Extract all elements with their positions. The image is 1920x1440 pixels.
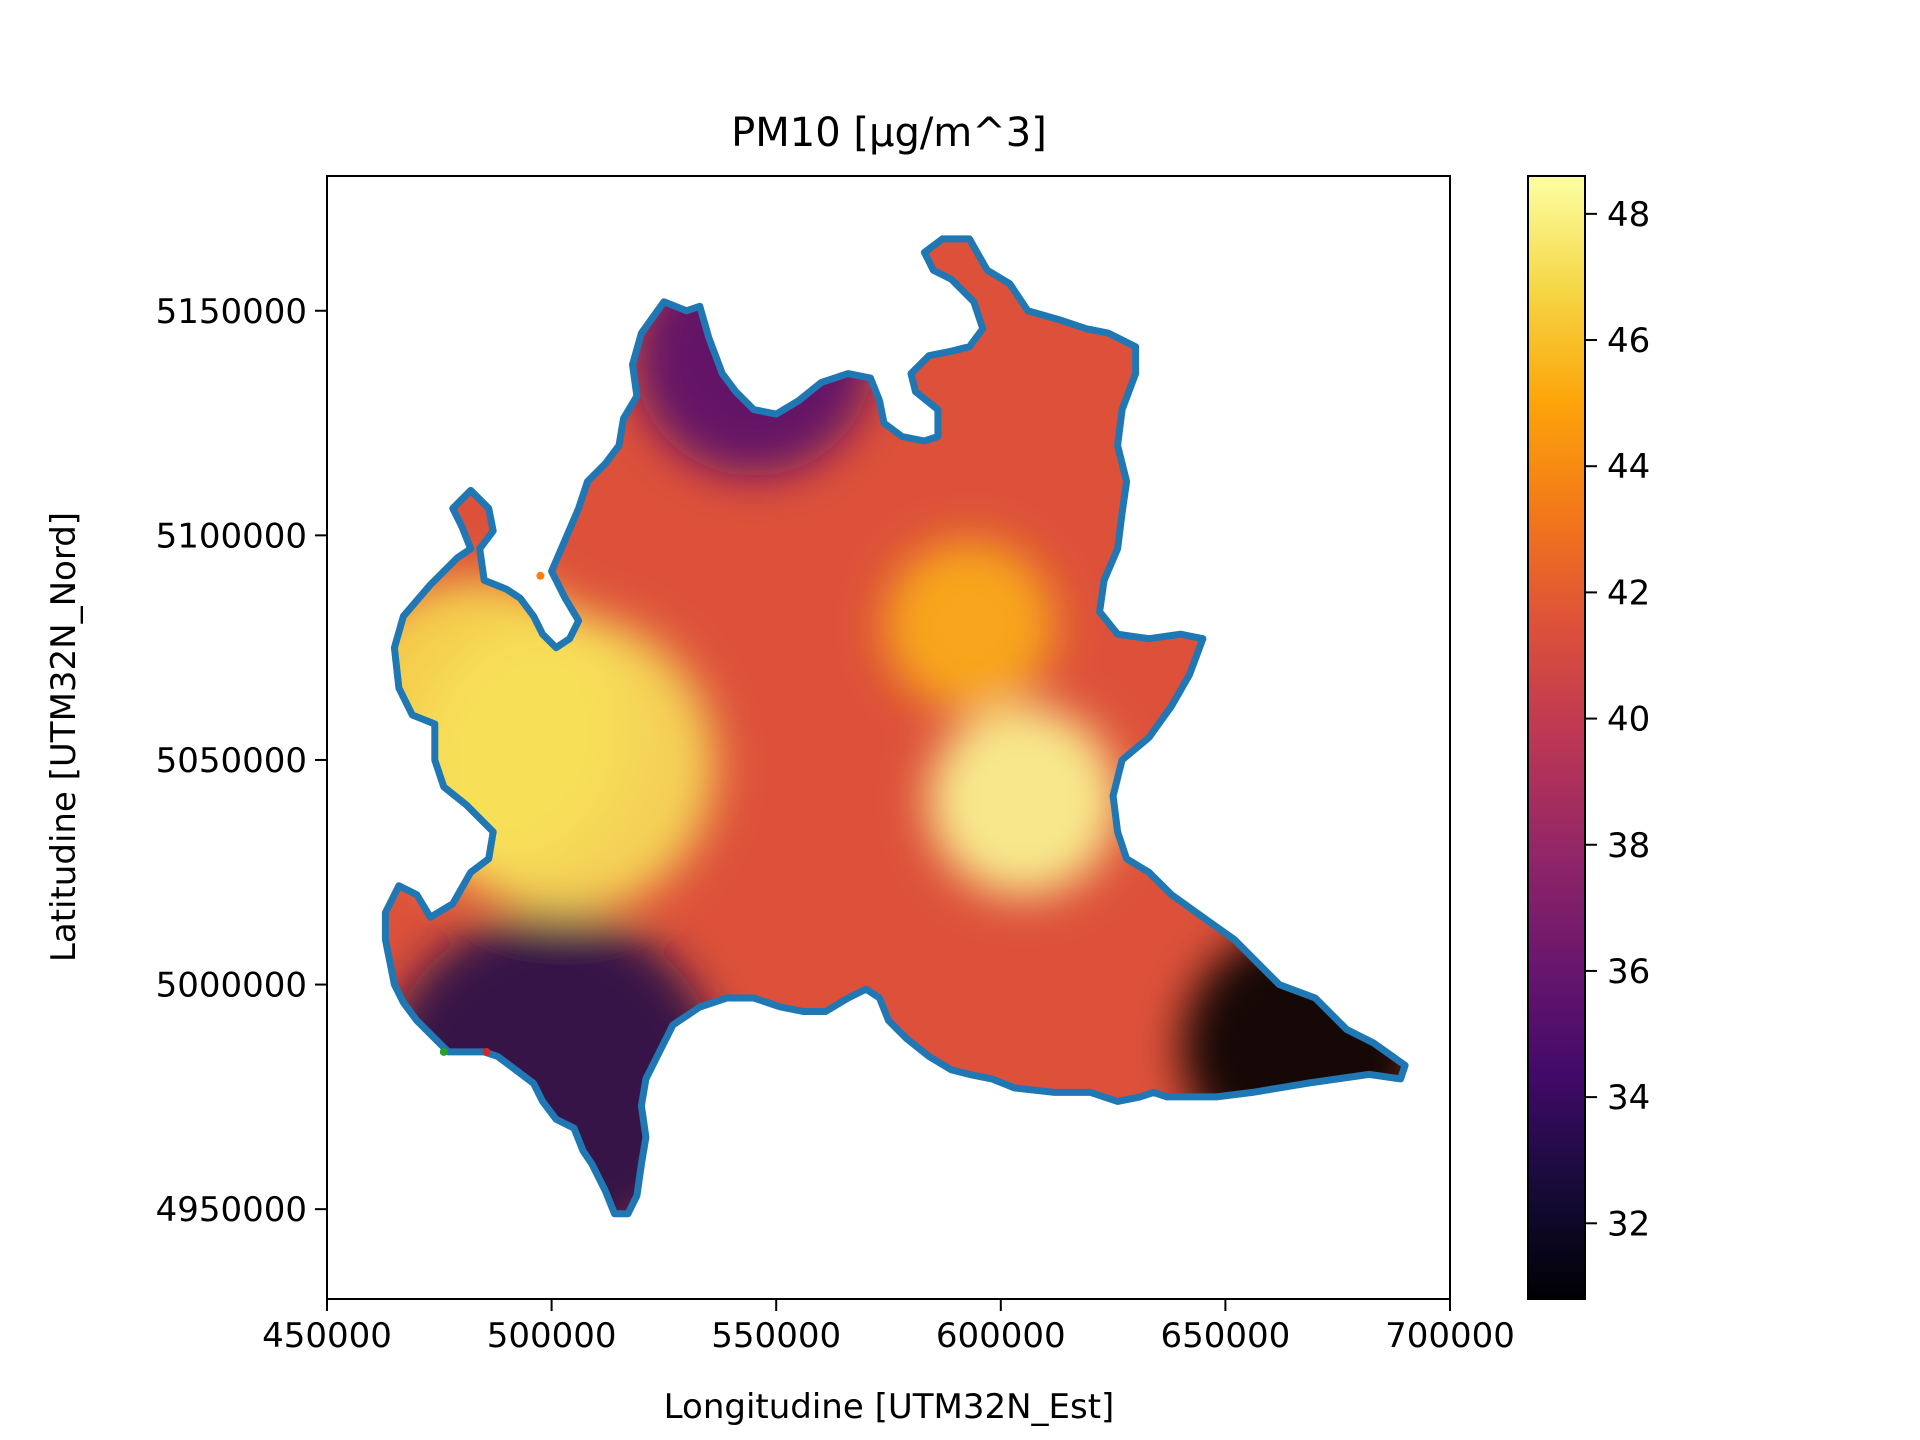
plot-frame — [326, 175, 1451, 1300]
point-marker — [439, 1047, 448, 1056]
y-tick-label: 5100000 — [156, 516, 307, 556]
x-tick-label: 650000 — [1161, 1316, 1291, 1356]
x-tick-label: 550000 — [711, 1316, 841, 1356]
x-axis-ticks: 450000 500000 550000 600000 650000 700000 — [262, 1299, 1515, 1356]
heatmap-hotspot — [884, 540, 1055, 711]
x-tick-label: 450000 — [262, 1316, 392, 1356]
colorbar-tick-label: 40 — [1607, 700, 1650, 740]
heatmap-hotspot — [385, 913, 722, 1214]
heatmap-hotspot — [633, 238, 874, 476]
y-tick-label: 5000000 — [156, 966, 307, 1006]
x-tick-label: 700000 — [1385, 1316, 1515, 1356]
colorbar-tick-label: 46 — [1607, 321, 1650, 361]
point-marker — [482, 1047, 491, 1056]
colorbar — [1527, 175, 1586, 1300]
y-tick-label: 4950000 — [156, 1190, 307, 1230]
y-axis-label: Latitudine [UTM32N_Nord] — [44, 512, 84, 962]
colorbar-tick-label: 44 — [1607, 447, 1650, 487]
x-tick-label: 500000 — [487, 1316, 617, 1356]
colorbar-tick-label: 32 — [1607, 1204, 1650, 1244]
marker-layer — [439, 571, 545, 1056]
region-boundary — [381, 235, 1409, 1218]
colorbar-tick-label: 34 — [1607, 1078, 1650, 1118]
colorbar-tick-label: 36 — [1607, 952, 1650, 992]
colorbar-tick-label: 48 — [1607, 195, 1650, 235]
point-marker — [536, 571, 545, 580]
x-axis-label: Longitudine [UTM32N_Est] — [664, 1387, 1115, 1427]
y-tick-label: 5050000 — [156, 741, 307, 781]
x-tick-label: 600000 — [936, 1316, 1066, 1356]
heatmap-hotspot — [415, 614, 716, 915]
chart-title: PM10 [µg/m^3] — [731, 110, 1047, 156]
y-tick-label: 5150000 — [156, 292, 307, 332]
y-axis-ticks: 4950000 5000000 5050000 5100000 5150000 — [156, 292, 327, 1230]
heatmap-field — [385, 238, 1406, 1214]
colorbar-ticks: 32 34 36 38 40 42 44 46 48 — [1585, 195, 1650, 1244]
colorbar-tick-label: 42 — [1607, 573, 1650, 613]
heatmap-hotspot — [928, 705, 1119, 896]
colorbar-tick-label: 38 — [1607, 826, 1650, 866]
